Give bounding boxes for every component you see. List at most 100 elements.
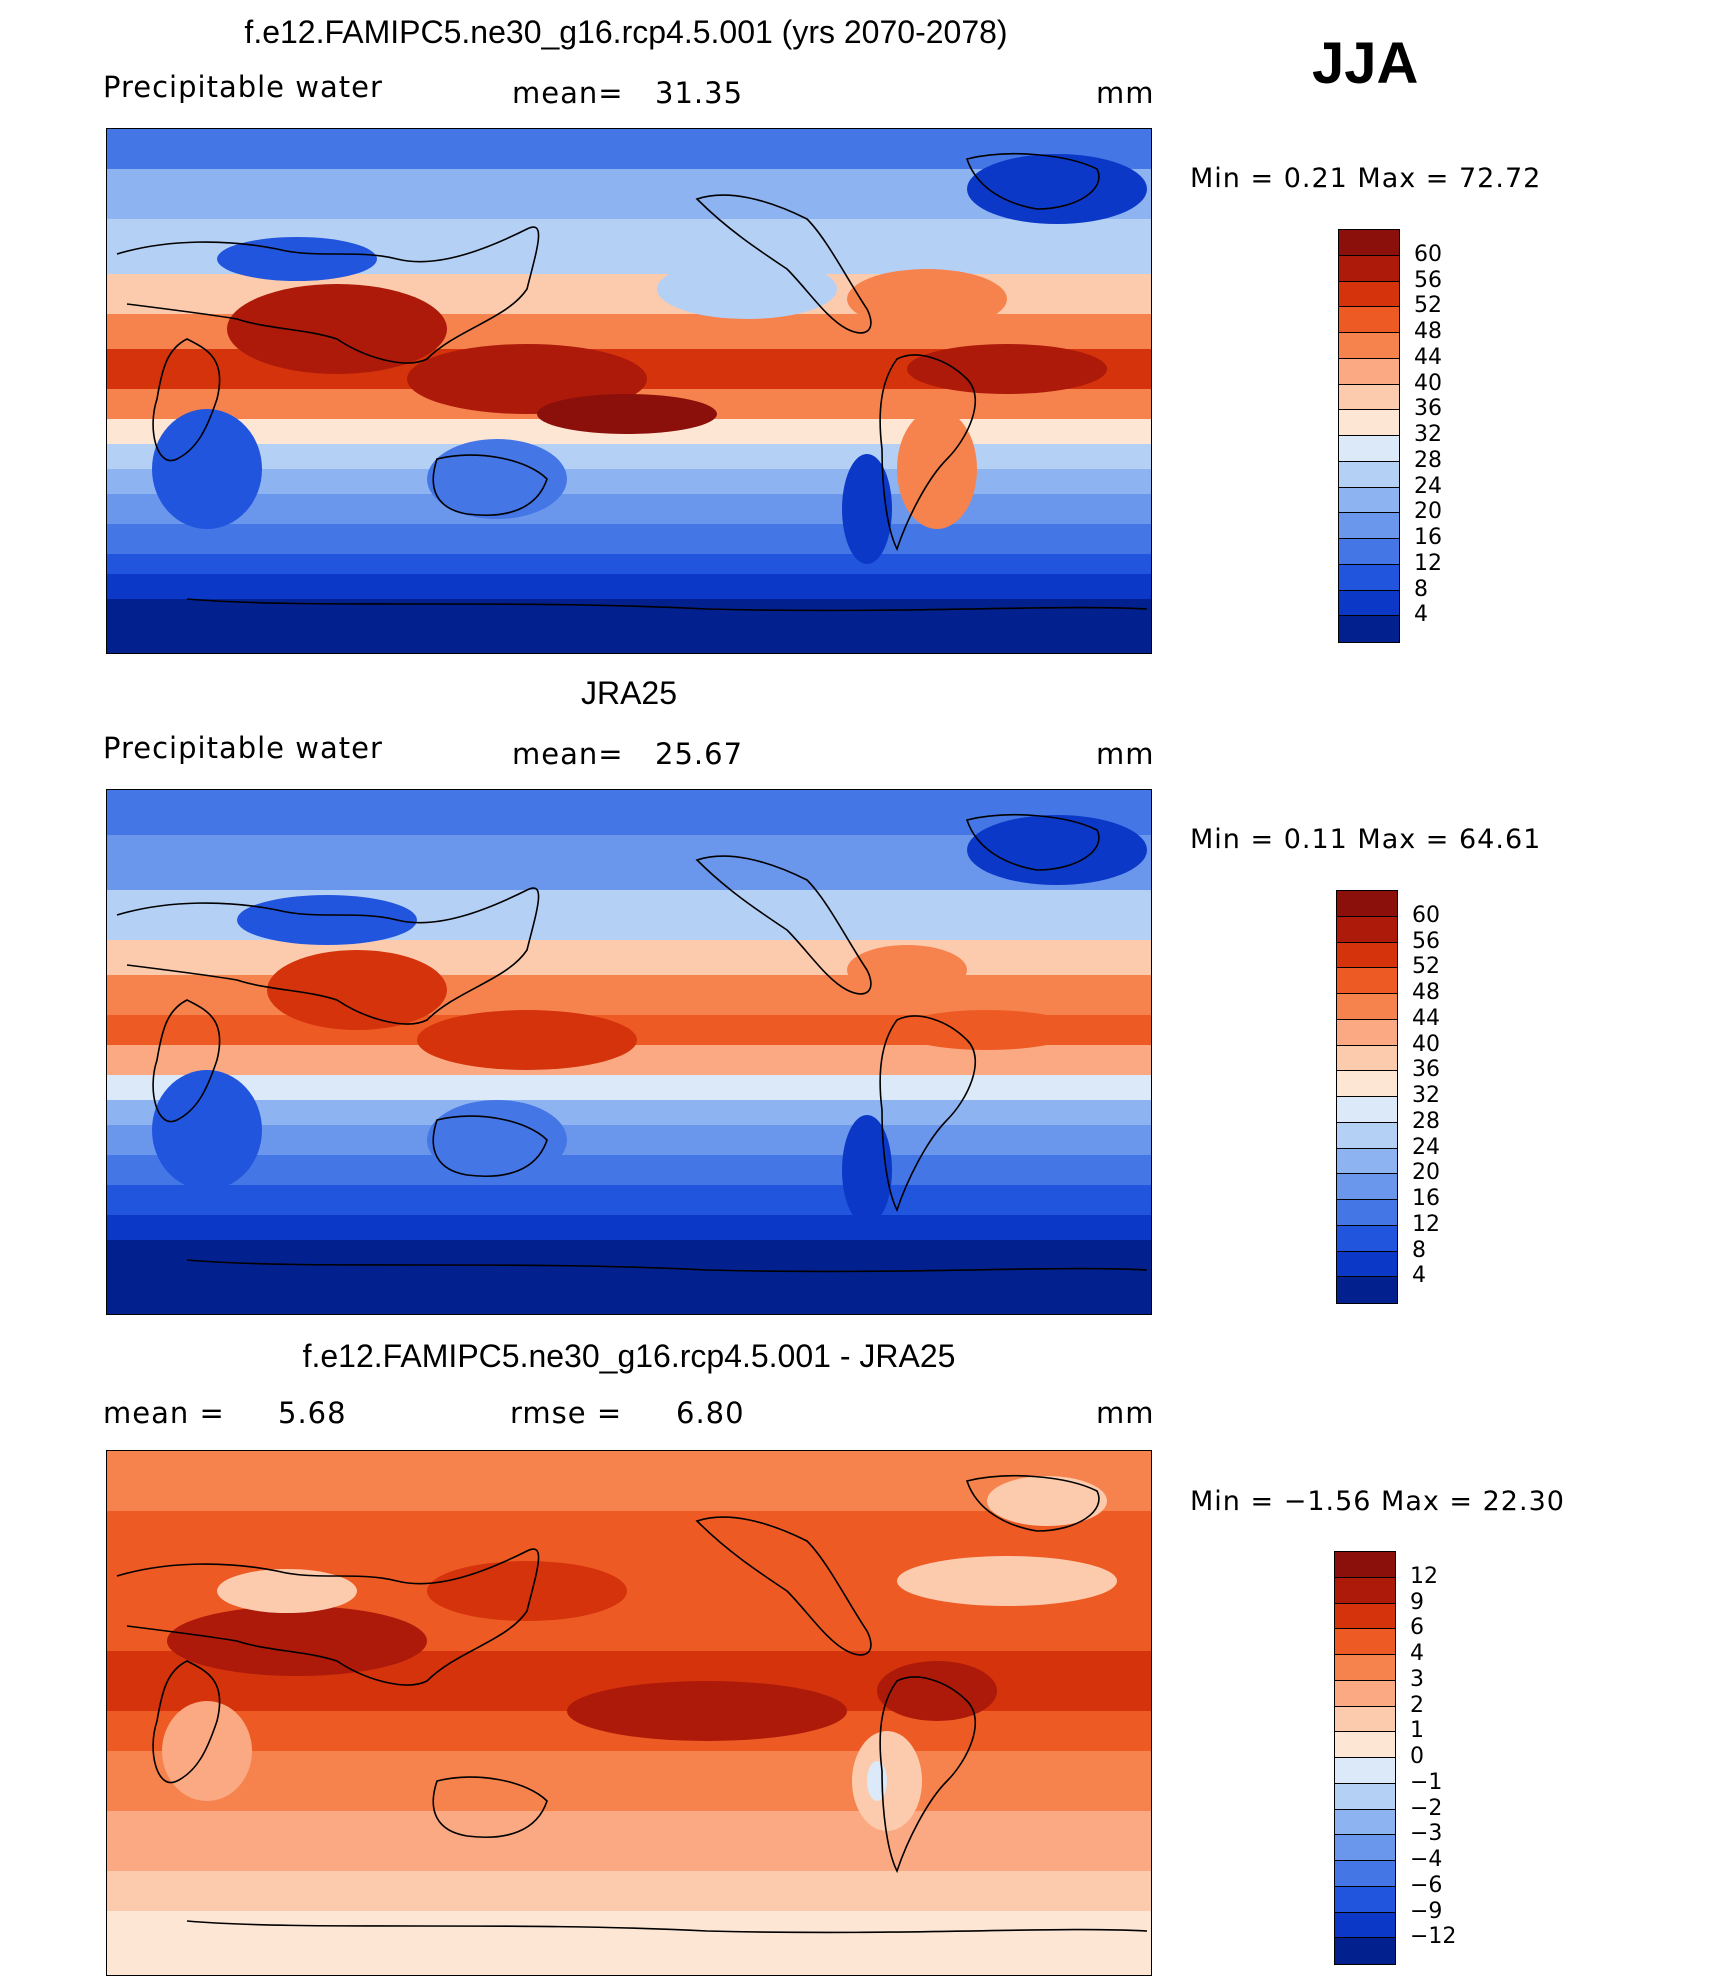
colorbar-tick-label: 44 — [1414, 344, 1442, 370]
colorbar-swatch — [1335, 1732, 1395, 1758]
colorbar-tick-label: 52 — [1414, 293, 1442, 319]
panel2-map — [106, 789, 1152, 1315]
colorbar-tick-label: 40 — [1412, 1031, 1440, 1057]
colorbar-swatch — [1337, 1019, 1397, 1046]
colorbar-tick-label: 4 — [1412, 1263, 1426, 1289]
colorbar-tick-label: 4 — [1414, 602, 1428, 628]
colorbar-tick-label: 6 — [1410, 1615, 1424, 1641]
colorbar-swatch — [1339, 590, 1399, 617]
colorbar-swatch — [1339, 307, 1399, 333]
colorbar-tick-label: 24 — [1412, 1134, 1440, 1160]
panel2-mean-value: 25.67 — [655, 737, 744, 771]
colorbar-swatch — [1339, 513, 1399, 539]
colorbar-tick-label: 20 — [1412, 1160, 1440, 1186]
colorbar-swatch — [1337, 1200, 1397, 1226]
colorbar-swatch — [1339, 410, 1399, 436]
panel1-units: mm — [1096, 76, 1155, 110]
colorbar-tick-label: 12 — [1414, 550, 1442, 576]
colorbar-tick-label: 28 — [1412, 1108, 1440, 1134]
colorbar-swatch — [1339, 281, 1399, 308]
colorbar-swatch — [1335, 1861, 1395, 1887]
colorbar-tick-label: −1 — [1410, 1769, 1443, 1795]
colorbar-tick-label: 60 — [1412, 902, 1440, 928]
colorbar-swatch — [1337, 916, 1397, 943]
colorbar-tick-label: 0 — [1410, 1744, 1424, 1769]
panel2-map-svg — [107, 790, 1151, 1314]
colorbar-tick-label: 1 — [1410, 1718, 1424, 1744]
colorbar-tick-label: 36 — [1414, 396, 1442, 422]
colorbar-swatch — [1335, 1629, 1395, 1655]
colorbar-swatch — [1337, 1225, 1397, 1252]
colorbar-tick-label: 20 — [1414, 499, 1442, 525]
colorbar-swatch — [1335, 1938, 1395, 1964]
colorbar-tick-label: 24 — [1414, 473, 1442, 499]
panel3-map-svg — [107, 1451, 1151, 1975]
panel2-variable-label: Precipitable water — [103, 731, 383, 765]
colorbar-tick-label: 32 — [1412, 1083, 1440, 1108]
panel3-map — [106, 1450, 1152, 1976]
colorbar-swatch — [1339, 461, 1399, 488]
colorbar-tick-label: −4 — [1410, 1847, 1443, 1872]
colorbar-swatch — [1337, 942, 1397, 969]
panel1-colorbar — [1338, 229, 1400, 643]
colorbar-tick-label: 12 — [1410, 1563, 1438, 1589]
colorbar-tick-label: −3 — [1410, 1821, 1443, 1847]
colorbar-swatch — [1337, 1277, 1397, 1303]
colorbar-swatch — [1335, 1809, 1395, 1836]
colorbar-tick-label: 3 — [1410, 1666, 1424, 1692]
colorbar-tick-label: 8 — [1412, 1237, 1426, 1263]
colorbar-tick-label: 16 — [1412, 1186, 1440, 1211]
panel2-minmax: Min = 0.11 Max = 64.61 — [1190, 824, 1542, 855]
colorbar-tick-label: 48 — [1414, 319, 1442, 344]
colorbar-swatch — [1339, 487, 1399, 514]
colorbar-tick-label: 28 — [1414, 447, 1442, 473]
colorbar-swatch — [1335, 1783, 1395, 1810]
panel1-map-svg — [107, 129, 1151, 653]
colorbar-swatch — [1335, 1603, 1395, 1630]
colorbar-swatch — [1335, 1577, 1395, 1604]
panel1-variable-label: Precipitable water — [103, 70, 383, 104]
colorbar-tick-label: −6 — [1410, 1872, 1443, 1898]
colorbar-tick-label: 44 — [1412, 1005, 1440, 1031]
colorbar-tick-label: 2 — [1410, 1692, 1424, 1718]
panel1-mean-label: mean= — [512, 76, 624, 110]
colorbar-swatch — [1335, 1680, 1395, 1707]
colorbar-swatch — [1339, 384, 1399, 411]
colorbar-swatch — [1335, 1706, 1395, 1733]
colorbar-tick-label: 40 — [1414, 370, 1442, 396]
colorbar-swatch — [1335, 1758, 1395, 1784]
colorbar-tick-label: −2 — [1410, 1795, 1443, 1821]
colorbar-swatch — [1337, 1174, 1397, 1200]
panel3-rmse-label: rmse = — [510, 1396, 623, 1430]
panel1-map — [106, 128, 1152, 654]
colorbar-tick-label: −9 — [1410, 1898, 1443, 1924]
colorbar-tick-label: 48 — [1412, 980, 1440, 1005]
colorbar-tick-label: 36 — [1412, 1057, 1440, 1083]
panel2-mean-label: mean= — [512, 737, 624, 771]
colorbar-tick-label: 32 — [1414, 422, 1442, 447]
panel3-title: f.e12.FAMIPC5.ne30_g16.rcp4.5.001 - JRA2… — [302, 1338, 956, 1374]
panel1-mean-value: 31.35 — [655, 76, 744, 110]
colorbar-swatch — [1337, 891, 1397, 917]
panel1-minmax: Min = 0.21 Max = 72.72 — [1190, 163, 1542, 194]
colorbar-swatch — [1337, 1071, 1397, 1097]
colorbar-swatch — [1339, 539, 1399, 565]
panel2-title: JRA25 — [580, 675, 678, 711]
colorbar-swatch — [1339, 255, 1399, 282]
colorbar-swatch — [1335, 1835, 1395, 1861]
colorbar-swatch — [1339, 230, 1399, 256]
panel2-colorbar — [1336, 890, 1398, 1304]
panel3-colorbar — [1334, 1551, 1396, 1965]
panel3-mean-value: 5.68 — [278, 1396, 347, 1430]
colorbar-swatch — [1335, 1912, 1395, 1939]
colorbar-swatch — [1339, 616, 1399, 642]
colorbar-tick-label: 12 — [1412, 1211, 1440, 1237]
colorbar-swatch — [1337, 1122, 1397, 1149]
colorbar-swatch — [1337, 968, 1397, 994]
colorbar-tick-label: 9 — [1410, 1589, 1424, 1615]
panel3-units: mm — [1096, 1396, 1155, 1430]
panel3-rmse-value: 6.80 — [676, 1396, 745, 1430]
colorbar-tick-label: 8 — [1414, 576, 1428, 602]
colorbar-swatch — [1337, 1148, 1397, 1175]
colorbar-swatch — [1337, 994, 1397, 1020]
